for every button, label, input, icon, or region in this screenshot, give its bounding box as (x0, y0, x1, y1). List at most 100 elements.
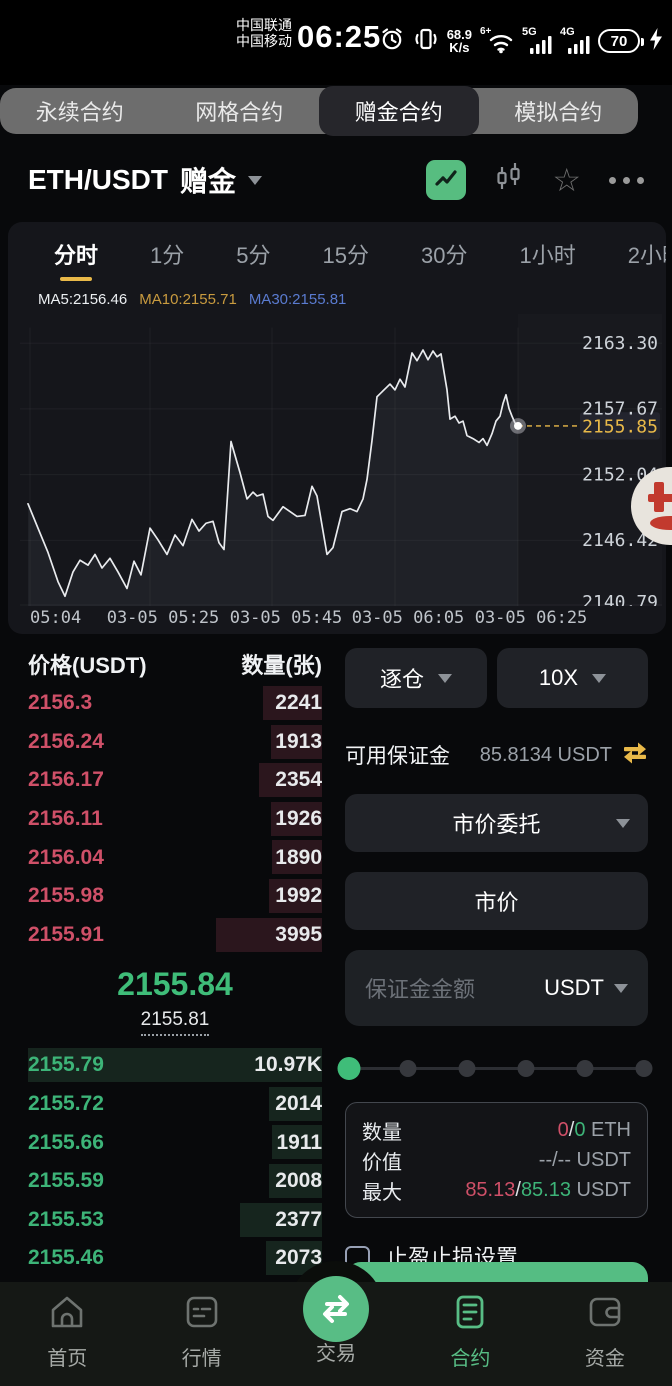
chart-panel: 分时 1分 5分 15分 30分 1小时 2小时 MA5:2156.46 MA10:2155.… (8, 222, 666, 634)
slider-dot-1[interactable] (399, 1060, 417, 1077)
slider-dot-3[interactable] (517, 1060, 535, 1077)
bid-row-0[interactable]: 2155.79 10.97K (28, 1046, 322, 1085)
markets-icon (184, 1295, 220, 1334)
price-column-header: 价格(USDT) (28, 653, 147, 678)
ask-price: 2155.91 (28, 922, 104, 946)
bid-row-1[interactable]: 2155.72 2014 (28, 1085, 322, 1124)
interval-tab-6[interactable]: 2小时 (627, 243, 666, 268)
ask-qty: 1913 (275, 729, 322, 753)
index-price[interactable]: 2155.81 (140, 1009, 210, 1037)
chevron-down-icon (592, 673, 607, 683)
slider-dot-5[interactable] (635, 1060, 653, 1077)
bid-row-5[interactable]: 2155.46 2073 (28, 1239, 322, 1278)
ask-row-3[interactable]: 2156.11 1926 (28, 800, 322, 839)
status-bar: 中国联通 中国移动 06:25 68.9 K/s 6+ (0, 0, 672, 85)
ask-row-5[interactable]: 2155.98 1992 (28, 877, 322, 916)
max-label: 最大 (362, 1181, 402, 1204)
interval-tab-0[interactable]: 分时 (54, 238, 98, 281)
ask-price: 2156.17 (28, 768, 104, 792)
bid-row-4[interactable]: 2155.53 2377 (28, 1201, 322, 1240)
favorite-star-icon[interactable]: ☆ (552, 162, 581, 198)
interval-tab-1[interactable]: 1分 (150, 243, 185, 268)
interval-tab-2[interactable]: 5分 (236, 243, 271, 268)
interval-tab-3[interactable]: 15分 (322, 243, 369, 268)
svg-text:2146.42: 2146.42 (582, 531, 658, 551)
svg-text:2163.30: 2163.30 (582, 334, 658, 354)
bid-price: 2155.66 (28, 1130, 104, 1154)
contract-tab-1[interactable]: 网格合约 (195, 100, 284, 125)
ask-price: 2156.11 (28, 807, 103, 831)
ask-price: 2155.98 (28, 884, 104, 908)
svg-text:2140.79: 2140.79 (582, 593, 658, 606)
ask-qty: 3995 (275, 922, 322, 946)
contract-tab-3[interactable]: 模拟合约 (514, 100, 603, 125)
chevron-down-icon (248, 175, 263, 185)
orderbook: 价格(USDT) 数量(张) 2156.3 2241 2156.24 1913 2156… (28, 648, 322, 1278)
bid-row-2[interactable]: 2155.66 1911 (28, 1123, 322, 1162)
signal-5g-icon: 5G (522, 26, 552, 56)
contract-type-tabs: 永续合约 网格合约 赠金合约 模拟合约 (0, 86, 638, 136)
qty-column-header: 数量(张) (241, 653, 322, 678)
nav-item-trade[interactable]: 交易 (269, 1282, 403, 1386)
interval-tab-5[interactable]: 1小时 (519, 243, 576, 268)
ask-row-4[interactable]: 2156.04 1890 (28, 838, 322, 877)
symbol-label: ETH/USDT (28, 164, 168, 195)
nav-item-markets[interactable]: 行情 (134, 1282, 268, 1386)
contract-tab-2[interactable]: 赠金合约 (319, 86, 479, 136)
transfer-icon[interactable] (622, 741, 648, 770)
amount-slider[interactable] (337, 1056, 653, 1080)
carrier-2: 中国移动 (236, 33, 292, 49)
bid-qty: 2014 (275, 1092, 322, 1116)
slider-dot-4[interactable] (576, 1060, 594, 1077)
margin-amount-input[interactable]: 保证金金额 USDT (345, 950, 648, 1026)
active-interval-underline (60, 277, 92, 281)
trade-fab-button[interactable] (303, 1276, 369, 1342)
order-info-box: 数量 0/0 ETH 价值 --/-- USDT 最大 85.13/85.13 … (345, 1102, 648, 1218)
candlestick-chart-icon[interactable] (494, 161, 524, 200)
alarm-icon (379, 26, 405, 57)
margin-mode-dropdown[interactable]: 逐仓 (345, 648, 487, 708)
leverage-dropdown[interactable]: 10X (497, 648, 648, 708)
signal-4g-icon: 4G (560, 26, 590, 56)
bid-row-3[interactable]: 2155.59 2008 (28, 1162, 322, 1201)
status-icons: 68.9 K/s 6+ 5G 4G 70 (379, 18, 664, 64)
price-mode-button[interactable]: 市价 (345, 872, 648, 930)
nav-item-assets[interactable]: 资金 (538, 1282, 672, 1386)
slider-dot-0[interactable] (337, 1057, 361, 1080)
ask-row-0[interactable]: 2156.3 2241 (28, 684, 322, 723)
bid-qty: 2377 (275, 1207, 322, 1231)
nav-item-home[interactable]: 首页 (0, 1282, 134, 1386)
wallet-icon (587, 1295, 623, 1334)
depth-bar (240, 1202, 322, 1237)
depth-bar (272, 840, 322, 875)
bid-qty: 2073 (275, 1246, 322, 1270)
svg-text:2157.67: 2157.67 (582, 400, 658, 420)
depth-bar (271, 724, 322, 759)
contract-tab-0[interactable]: 永续合约 (35, 100, 124, 125)
nav-item-contracts[interactable]: 合约 (403, 1282, 537, 1386)
ask-row-1[interactable]: 2156.24 1913 (28, 723, 322, 762)
x-axis-label-2: 03-05 05:45 (229, 608, 343, 628)
bid-qty: 1911 (276, 1130, 322, 1154)
depth-bar (216, 917, 322, 952)
amount-unit-dropdown[interactable]: USDT (544, 975, 628, 1001)
line-chart-icon[interactable] (426, 160, 467, 200)
depth-bar (272, 1125, 322, 1160)
ask-row-6[interactable]: 2155.91 3995 (28, 916, 322, 955)
interval-tab-4[interactable]: 30分 (421, 243, 468, 268)
price-chart[interactable]: 2155.852163.302157.672152.042146.422140.… (14, 314, 662, 606)
more-options-icon[interactable] (609, 176, 644, 184)
ask-row-2[interactable]: 2156.17 2354 (28, 761, 322, 800)
x-axis-label-4: 03-05 06:25 (474, 608, 588, 628)
slider-dot-2[interactable] (458, 1060, 476, 1077)
order-type-dropdown[interactable]: 市价委托 (345, 794, 648, 852)
qty-label: 数量 (362, 1121, 402, 1144)
depth-bar (259, 763, 322, 798)
chevron-down-icon (616, 818, 630, 828)
depth-bar (263, 686, 322, 720)
bid-rows: 2155.79 10.97K 2155.72 2014 2155.66 1911 2155.… (28, 1046, 322, 1278)
depth-bar (269, 1163, 322, 1198)
ma-value-0: MA5:2156.46 (38, 291, 128, 308)
symbol-selector[interactable]: ETH/USDT 赠金 (28, 160, 263, 200)
